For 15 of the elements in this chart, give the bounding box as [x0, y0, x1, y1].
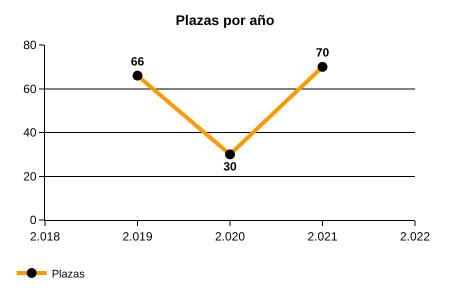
data-label: 30 [223, 160, 237, 174]
y-tick-label: 40 [23, 126, 37, 140]
y-tick-label: 0 [30, 213, 37, 228]
y-tick-label: 20 [23, 169, 37, 184]
chart-title: Plazas por año [176, 12, 274, 28]
y-tick-label: 60 [23, 82, 37, 96]
x-tick-label: 2.019 [122, 229, 153, 244]
x-tick-label: 2.022 [400, 229, 430, 244]
legend-label: Plazas [52, 268, 86, 280]
x-tick-label: 2.018 [30, 229, 60, 244]
data-label: 70 [316, 46, 330, 60]
x-tick-label: 2.021 [307, 229, 338, 244]
x-tick-label: 2.020 [214, 229, 246, 244]
data-label: 66 [130, 54, 144, 68]
y-tick-label: 80 [23, 38, 37, 52]
